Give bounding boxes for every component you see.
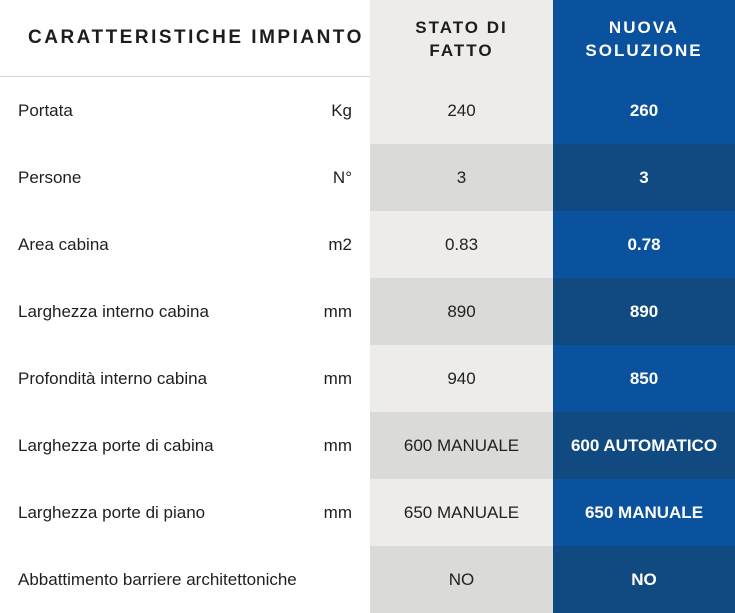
row-label: Portata (18, 100, 73, 120)
feature-cell: Larghezza porte di cabina mm (0, 412, 370, 479)
row-label: Profondità interno cabina (18, 368, 208, 388)
current-state-value: 600 MANUALE (403, 435, 520, 455)
row-label: Larghezza porte di cabina (18, 435, 214, 455)
new-solution-value: 650 MANUALE (584, 502, 704, 522)
row-unit: mm (323, 435, 352, 455)
new-solution-cell: 600 AUTOMATICO (553, 412, 735, 479)
current-state-value: 240 (447, 100, 476, 120)
new-solution-value: 3 (639, 167, 649, 187)
current-state-cell: 650 MANUALE (370, 479, 553, 546)
current-state-value: 940 (447, 368, 476, 388)
current-state-value: NO (448, 569, 475, 589)
table-row: Larghezza porte di cabina mm 600 MANUALE… (0, 412, 735, 479)
current-state-header-label: STATO DI FATTO (415, 17, 508, 60)
new-solution-value: 260 (629, 100, 659, 120)
current-state-cell: 0.83 (370, 211, 553, 278)
new-solution-value: 600 AUTOMATICO (570, 435, 718, 455)
current-state-cell: 600 MANUALE (370, 412, 553, 479)
table-row: Abbattimento barriere architettoniche NO… (0, 546, 735, 613)
new-solution-cell: 890 (553, 278, 735, 345)
row-label: Larghezza interno cabina (18, 301, 209, 321)
row-unit: Kg (331, 100, 352, 120)
current-state-value: 650 MANUALE (403, 502, 520, 522)
new-solution-header-label: NUOVA SOLUZIONE (585, 17, 703, 60)
row-unit: m2 (328, 234, 352, 254)
current-state-cell: 940 (370, 345, 553, 412)
header-cell-current-state: STATO DI FATTO (370, 0, 553, 77)
feature-cell: Larghezza interno cabina mm (0, 278, 370, 345)
current-state-value: 890 (447, 301, 476, 321)
features-header-label: CARATTERISTICHE IMPIANTO (28, 27, 364, 48)
new-solution-value: 890 (629, 301, 659, 321)
table-row: Persone N° 3 3 (0, 144, 735, 211)
row-label: Persone (18, 167, 82, 187)
current-state-cell: 240 (370, 77, 553, 144)
new-solution-value: 0.78 (627, 234, 661, 254)
new-solution-cell: 260 (553, 77, 735, 144)
feature-cell: Portata Kg (0, 77, 370, 144)
table-row: Profondità interno cabina mm 940 850 (0, 345, 735, 412)
feature-cell: Profondità interno cabina mm (0, 345, 370, 412)
table-row: Larghezza porte di piano mm 650 MANUALE … (0, 479, 735, 546)
new-solution-cell: 0.78 (553, 211, 735, 278)
current-state-value: 3 (456, 167, 467, 187)
new-solution-cell: 3 (553, 144, 735, 211)
row-unit: mm (323, 368, 352, 388)
row-unit: N° (332, 167, 352, 187)
current-state-cell: 3 (370, 144, 553, 211)
current-state-cell: 890 (370, 278, 553, 345)
table-header-row: CARATTERISTICHE IMPIANTO STATO DI FATTO … (0, 0, 735, 77)
feature-cell: Larghezza porte di piano mm (0, 479, 370, 546)
new-solution-cell: NO (553, 546, 735, 613)
feature-cell: Persone N° (0, 144, 370, 211)
feature-cell: Abbattimento barriere architettoniche (0, 546, 370, 613)
row-unit: mm (323, 502, 352, 522)
new-solution-value: 850 (629, 368, 659, 388)
table-row: Portata Kg 240 260 (0, 77, 735, 144)
header-cell-new-solution: NUOVA SOLUZIONE (553, 0, 735, 77)
new-solution-cell: 650 MANUALE (553, 479, 735, 546)
table-row: Larghezza interno cabina mm 890 890 (0, 278, 735, 345)
header-cell-features: CARATTERISTICHE IMPIANTO (0, 0, 370, 77)
row-label: Abbattimento barriere architettoniche (18, 569, 297, 589)
table-row: Area cabina m2 0.83 0.78 (0, 211, 735, 278)
current-state-cell: NO (370, 546, 553, 613)
new-solution-cell: 850 (553, 345, 735, 412)
feature-cell: Area cabina m2 (0, 211, 370, 278)
row-label: Area cabina (18, 234, 109, 254)
row-unit: mm (323, 301, 352, 321)
row-label: Larghezza porte di piano (18, 502, 206, 522)
current-state-value: 0.83 (444, 234, 479, 254)
new-solution-value: NO (631, 569, 657, 589)
